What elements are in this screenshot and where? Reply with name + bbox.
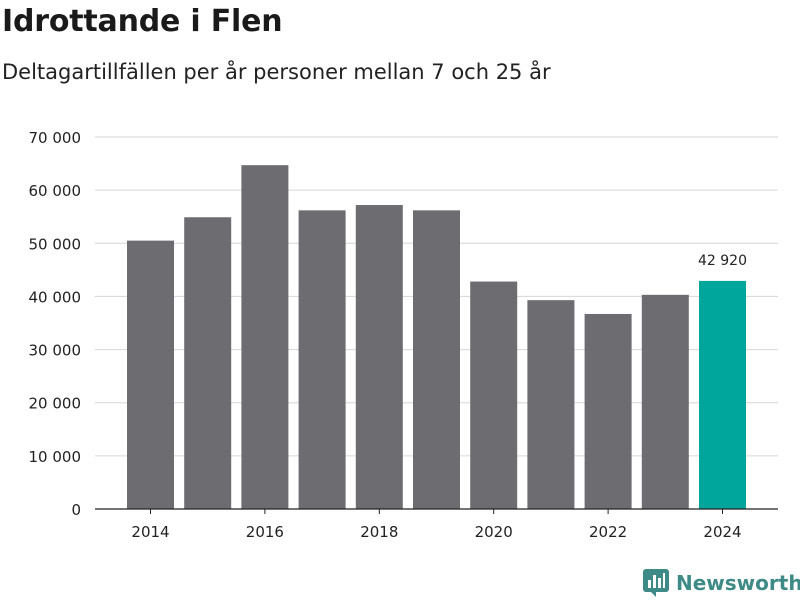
x-tick-label: 2020 [475,523,513,541]
y-tick-label: 40 000 [29,288,82,306]
y-tick-label: 10 000 [29,448,82,466]
newsworthy-brand: Newsworthy [643,568,800,598]
bar [641,294,689,509]
y-tick-label: 50 000 [29,235,82,253]
y-tick-label: 20 000 [29,395,82,413]
x-tick-label: 2014 [131,523,169,541]
bar [241,165,289,509]
chart-title: Idrottande i Flen [2,4,283,39]
bar [470,281,518,509]
bar [584,313,632,509]
bar [355,205,403,509]
bar [413,210,460,509]
y-tick-label: 30 000 [29,342,82,360]
bar [298,210,346,509]
x-tick-label: 2016 [246,523,284,541]
bar [527,300,575,509]
chart-subtitle: Deltagartillfällen per år personer mella… [2,60,551,84]
newsworthy-logo-icon [643,569,669,597]
y-tick-label: 0 [71,501,81,519]
bar [699,280,746,509]
bar [127,240,174,509]
x-tick-label: 2022 [589,523,627,541]
y-tick-label: 60 000 [29,182,82,200]
highlight-data-label: 42 920 [698,253,747,269]
brand-name: Newsworthy [676,571,800,595]
x-tick-label: 2018 [360,523,398,541]
y-tick-label: 70 000 [29,129,82,147]
x-tick-label: 2024 [703,523,741,541]
bar [184,217,232,509]
